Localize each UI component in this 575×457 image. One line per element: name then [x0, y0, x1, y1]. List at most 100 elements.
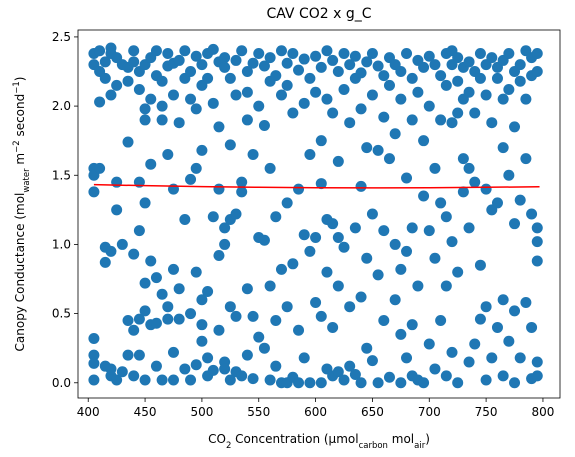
point: [202, 285, 214, 297]
point: [241, 114, 253, 126]
point: [247, 149, 259, 161]
ylabel-part: Canopy Conductance (mol: [13, 193, 27, 352]
point: [366, 355, 378, 367]
point: [111, 204, 123, 216]
xlabel-part: CO: [208, 432, 226, 446]
point: [145, 255, 157, 267]
y-tick-label: 2.5: [52, 30, 71, 44]
plot-area: [88, 42, 543, 389]
point: [298, 53, 310, 65]
y-tick-label: 1.5: [52, 168, 71, 182]
point: [491, 72, 503, 84]
point: [395, 263, 407, 275]
point: [88, 357, 100, 369]
point: [315, 135, 327, 147]
point: [338, 241, 350, 253]
point: [423, 100, 435, 112]
point: [446, 236, 458, 248]
point: [167, 374, 179, 386]
xlabel-part: air: [414, 441, 426, 451]
point: [133, 313, 145, 325]
point: [401, 172, 413, 184]
point: [156, 374, 168, 386]
point: [440, 370, 452, 382]
point: [230, 89, 242, 101]
point: [429, 363, 441, 375]
point: [338, 374, 350, 386]
point: [281, 197, 293, 209]
point: [310, 50, 322, 62]
point: [207, 211, 219, 223]
point: [372, 60, 384, 72]
point: [258, 234, 270, 246]
point: [361, 342, 373, 354]
point: [293, 64, 305, 76]
point: [167, 89, 179, 101]
point: [474, 313, 486, 325]
point: [224, 72, 236, 84]
point: [304, 377, 316, 389]
point: [531, 370, 543, 382]
point: [94, 96, 106, 108]
point: [531, 255, 543, 267]
point: [480, 301, 492, 313]
point: [88, 349, 100, 361]
point: [327, 107, 339, 119]
point: [531, 48, 543, 60]
point: [497, 142, 509, 154]
point: [241, 86, 253, 98]
xlabel-part: 2: [226, 441, 231, 451]
point: [150, 317, 162, 329]
point: [116, 238, 128, 250]
point: [298, 352, 310, 364]
point: [207, 97, 219, 109]
chart-title: CAV CO2 x g_C: [266, 6, 371, 22]
point: [236, 186, 248, 198]
point: [395, 328, 407, 340]
point: [162, 301, 174, 313]
point: [423, 225, 435, 237]
x-tick-label: 550: [247, 405, 270, 419]
point: [383, 371, 395, 383]
point: [480, 89, 492, 101]
point: [156, 75, 168, 87]
point: [167, 346, 179, 358]
point: [139, 197, 151, 209]
xlabel-part: mol: [388, 432, 414, 446]
point: [128, 248, 140, 260]
point: [395, 66, 407, 78]
point: [315, 178, 327, 190]
point: [418, 190, 430, 202]
point: [395, 377, 407, 389]
point: [389, 238, 401, 250]
point: [247, 310, 259, 322]
point: [315, 377, 327, 389]
point: [486, 52, 498, 64]
point: [401, 245, 413, 257]
point: [167, 263, 179, 275]
point: [514, 194, 526, 206]
point: [412, 86, 424, 98]
point: [423, 50, 435, 62]
point: [230, 54, 242, 66]
point: [463, 86, 475, 98]
point: [338, 48, 350, 60]
point: [372, 269, 384, 281]
point: [310, 297, 322, 309]
point: [219, 238, 231, 250]
point: [128, 370, 140, 382]
point: [196, 335, 208, 347]
point: [304, 245, 316, 257]
point: [264, 52, 276, 64]
ylabel: Canopy Conductance (molwater m−2 second−…: [12, 77, 32, 352]
point: [241, 349, 253, 361]
point: [423, 338, 435, 350]
point: [145, 93, 157, 105]
xlabel-part: carbon: [359, 441, 388, 451]
fit-line: [93, 183, 540, 189]
point: [94, 45, 106, 57]
point: [122, 349, 134, 361]
point: [105, 245, 117, 257]
point: [88, 374, 100, 386]
point: [122, 75, 134, 87]
